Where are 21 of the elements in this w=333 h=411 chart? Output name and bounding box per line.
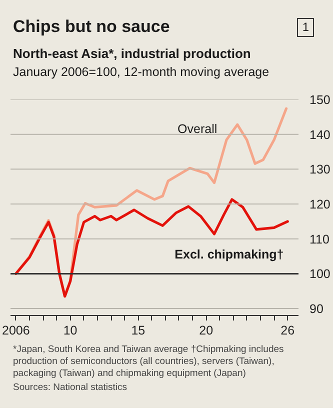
chart-subtitle: North-east Asia*, industrial production	[13, 45, 252, 64]
y-tick-label: 140	[310, 128, 330, 142]
y-axis-title: January 2006=100, 12-month moving average	[13, 64, 270, 81]
series-label: Overall	[178, 122, 218, 136]
text: *Japan, South Korea and Taiwan average †Chipmaking includes production of semiconductors (all countries), servers (Taiwan), packaging (Taiwan) and chipmaking equipment (Japan)	[13, 344, 285, 381]
x-tick-label: 15	[131, 323, 146, 338]
y-tick-label: 120	[310, 197, 330, 212]
y-tick-label: 100	[310, 266, 330, 281]
y-tick-label: 90	[310, 302, 324, 316]
x-tick-label: 10	[63, 323, 78, 338]
series-label: Excl. chipmaking†	[174, 247, 284, 262]
line-series	[14, 198, 289, 298]
x-tick-label: 20	[199, 323, 214, 338]
y-tick-label: 150	[310, 92, 330, 107]
x-tick-label: 2006	[2, 323, 30, 338]
chart-title: Chips but no sauce	[13, 16, 170, 38]
x-tick-label: 26	[280, 323, 295, 338]
y-tick-label: 130	[310, 162, 330, 176]
y-tick-label: 110	[310, 232, 330, 246]
source-note: Sources: National statistics	[13, 382, 128, 394]
text: 1	[297, 18, 314, 37]
